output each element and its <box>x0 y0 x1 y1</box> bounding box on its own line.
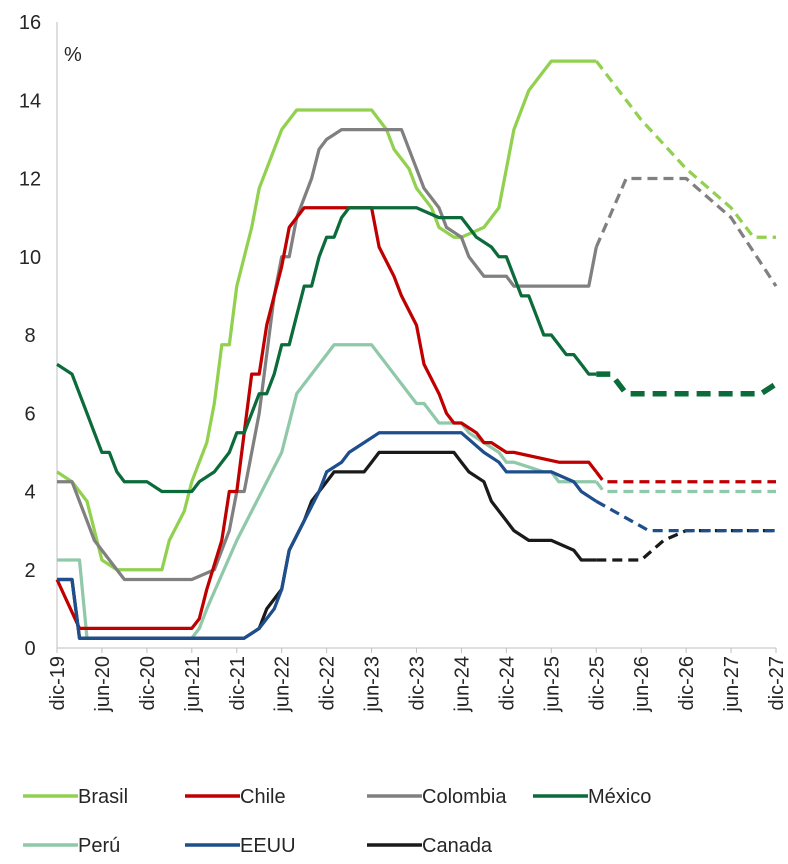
x-tick-label: dic-27 <box>766 656 788 710</box>
chart-legend: Brasil Chile Colombia México Perú EEUU Canada <box>23 786 651 857</box>
y-tick-label: 14 <box>19 90 41 112</box>
x-tick-label: jun-22 <box>272 656 294 713</box>
y-tick-label: 4 <box>24 482 35 504</box>
legend-label-canada: Canada <box>422 835 493 857</box>
legend-label-chile: Chile <box>240 786 286 808</box>
legend-label-colombia: Colombia <box>422 786 507 808</box>
y-tick-label: 6 <box>24 403 35 425</box>
series-line-brasil <box>56 59 597 572</box>
y-tick-label: 2 <box>24 560 35 582</box>
y-tick-label: 12 <box>19 169 41 191</box>
x-tick-label: jun-21 <box>182 656 204 713</box>
series-forecast-peru <box>595 480 776 494</box>
series-line-chile <box>55 206 598 631</box>
x-tick-label: dic-24 <box>496 656 518 710</box>
series-forecast-canada <box>596 528 776 562</box>
x-tick-label: dic-21 <box>227 656 249 710</box>
y-tick-label: 0 <box>24 638 35 660</box>
y-tick-label: 16 <box>19 12 41 34</box>
series-forecast-colombia <box>594 176 778 287</box>
legend-label-mexico: México <box>588 786 651 808</box>
y-tick-label: 10 <box>19 247 41 269</box>
y-tick-label: 8 <box>24 325 35 347</box>
series-line-peru <box>57 343 597 640</box>
x-tick-label: dic-22 <box>317 656 339 710</box>
x-tick-label: dic-19 <box>47 656 69 710</box>
series-line-mexico <box>56 206 597 494</box>
series-line-eeuu <box>57 431 598 640</box>
series-forecast-chile <box>595 470 776 484</box>
series-forecast-mexico <box>596 371 778 397</box>
x-tick-label: dic-23 <box>407 656 429 710</box>
series-forecast-eeuu <box>595 499 776 533</box>
x-tick-label: dic-26 <box>676 656 698 710</box>
x-tick-label: jun-20 <box>92 656 114 713</box>
chart-series <box>55 59 778 640</box>
x-tick-label: dic-25 <box>586 656 608 710</box>
x-tick-label: jun-23 <box>362 656 384 713</box>
x-tick-label: jun-24 <box>451 656 473 713</box>
series-forecast-brasil <box>595 60 776 239</box>
legend-label-brasil: Brasil <box>78 786 128 808</box>
x-tick-label: jun-27 <box>721 656 743 713</box>
y-axis-unit-label: % <box>64 44 82 66</box>
chart-axes: 0 2 4 6 8 10 12 14 16 dic-19 jun-20 dic-20 jun-21 dic… <box>19 12 788 713</box>
x-tick-label: jun-25 <box>541 656 563 713</box>
x-tick-label: jun-26 <box>631 656 653 713</box>
x-tick-label: dic-20 <box>137 656 159 710</box>
legend-label-peru: Perú <box>78 835 120 857</box>
legend-label-eeuu: EEUU <box>240 835 296 857</box>
